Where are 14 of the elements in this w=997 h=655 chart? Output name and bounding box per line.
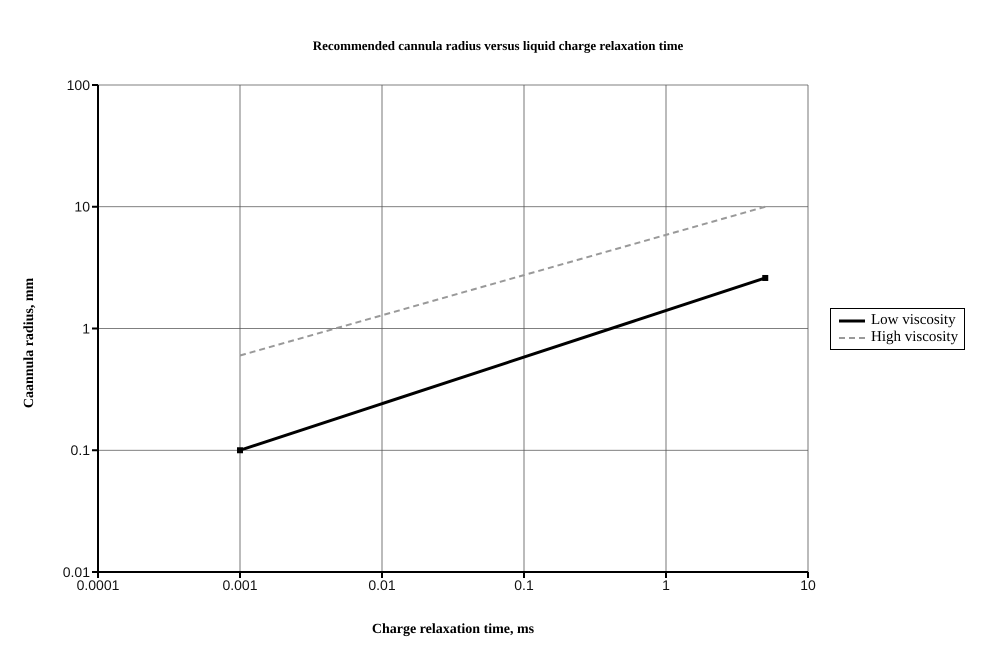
y-axis-title: Caannula radius, mm bbox=[22, 278, 38, 408]
chart-title: Recommended cannula radius versus liquid charge relaxation time bbox=[312, 38, 684, 54]
x-tick-label: 10 bbox=[800, 576, 816, 593]
y-tick-label: 100 bbox=[66, 76, 90, 93]
y-tick-label: 0.1 bbox=[70, 442, 90, 458]
y-tick-label: 1 bbox=[82, 320, 90, 336]
legend-label: High viscosity bbox=[871, 329, 958, 346]
x-axis-title: Charge relaxation time, ms bbox=[370, 622, 536, 638]
x-tick-label: 0.1 bbox=[514, 576, 534, 593]
x-tick-label: 0.001 bbox=[222, 576, 258, 593]
x-tick-label: 0.01 bbox=[368, 576, 396, 593]
legend-label: Low viscosity bbox=[871, 312, 956, 329]
y-tick-label: 10 bbox=[74, 198, 90, 215]
x-tick-label: 1 bbox=[662, 576, 670, 593]
